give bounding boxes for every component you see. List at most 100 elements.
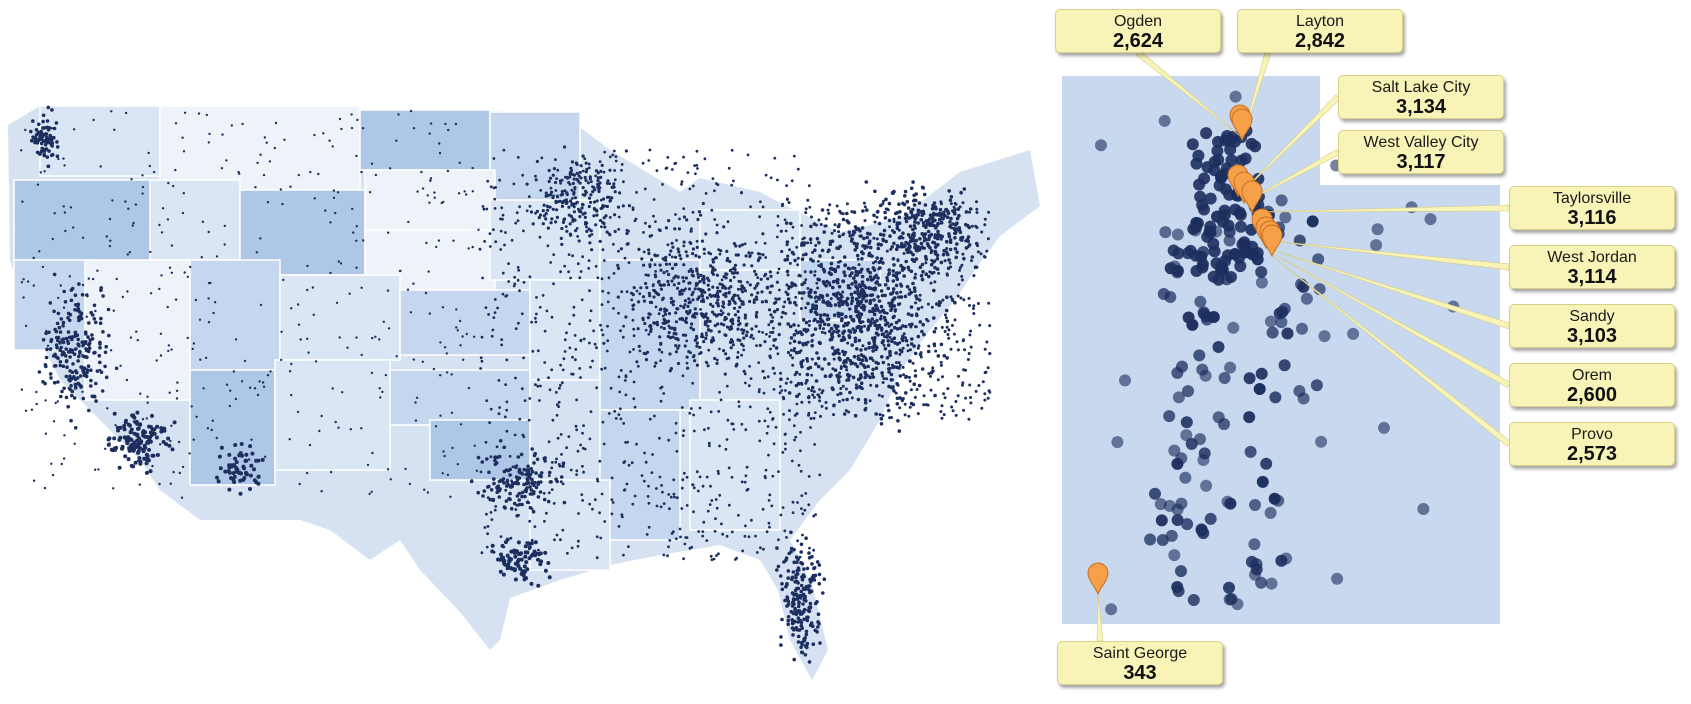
location-dot <box>740 243 745 247</box>
location-dot <box>517 502 522 507</box>
location-dot <box>601 248 605 252</box>
location-dot <box>669 367 674 371</box>
location-dot <box>41 139 46 143</box>
location-dot <box>808 546 811 550</box>
location-dot <box>599 323 602 327</box>
callout-ogden: Ogden 2,624 <box>1055 9 1221 53</box>
location-dot <box>673 495 676 499</box>
city-name: Sandy <box>1569 308 1615 325</box>
location-dot <box>197 112 201 115</box>
location-dot <box>955 221 959 225</box>
location-dot <box>624 149 629 153</box>
location-dot <box>118 425 123 430</box>
location-dot <box>56 338 60 343</box>
location-dot <box>531 349 535 353</box>
location-dot <box>811 303 815 307</box>
location-dot <box>907 414 911 418</box>
location-dot <box>689 241 693 245</box>
location-dot <box>775 546 779 550</box>
location-dot <box>704 312 708 316</box>
location-dot <box>816 259 820 263</box>
location-dot <box>109 349 113 352</box>
location-dot <box>830 332 835 336</box>
location-dot <box>828 242 833 246</box>
location-dot <box>850 271 854 275</box>
location-dot <box>724 276 728 280</box>
location-dot <box>822 357 827 361</box>
location-dot <box>573 186 577 190</box>
location-dot <box>786 615 791 619</box>
location-dot <box>928 223 932 227</box>
location-dot <box>765 286 770 290</box>
location-dot <box>665 269 669 273</box>
location-dot <box>792 154 796 158</box>
location-dot <box>675 286 680 290</box>
location-dot <box>885 278 890 283</box>
location-dot <box>555 195 560 199</box>
location-dot <box>98 321 103 326</box>
location-dot <box>679 304 682 308</box>
location-dot <box>759 200 762 204</box>
location-dot <box>856 397 861 402</box>
location-dot <box>711 272 716 276</box>
location-dot <box>112 487 115 490</box>
location-dot <box>175 389 179 392</box>
location-dot <box>792 339 797 344</box>
location-dot <box>560 189 564 194</box>
location-dot <box>579 270 583 273</box>
location-dot <box>680 486 684 490</box>
location-dot <box>560 242 564 246</box>
location-dot <box>1244 445 1257 458</box>
location-dot <box>59 317 64 321</box>
location-dot <box>320 414 323 418</box>
location-dot <box>600 303 604 306</box>
location-dot <box>89 378 93 383</box>
location-dot <box>857 312 862 316</box>
location-dot <box>856 377 861 382</box>
location-dot <box>84 347 88 351</box>
location-dot <box>873 275 877 279</box>
location-dot <box>329 271 332 275</box>
location-dot <box>242 476 247 480</box>
location-dot <box>755 310 759 315</box>
location-dot <box>642 351 646 355</box>
location-dot <box>717 472 720 475</box>
location-dot <box>916 221 920 225</box>
location-dot <box>747 251 751 255</box>
location-dot <box>848 273 852 278</box>
location-dot <box>943 313 947 317</box>
location-dot <box>949 216 953 221</box>
location-dot <box>887 370 891 374</box>
location-dot <box>852 210 857 214</box>
location-dot <box>844 315 848 319</box>
location-dot <box>536 583 541 588</box>
callout-salt-lake-city: Salt Lake City 3,134 <box>1338 75 1504 119</box>
location-dot <box>749 377 753 380</box>
location-dot <box>829 326 834 331</box>
location-dot <box>956 348 960 352</box>
location-dot <box>658 475 662 479</box>
location-dot <box>814 244 818 247</box>
location-dot <box>742 369 746 373</box>
location-dot <box>406 288 410 291</box>
location-dot <box>1194 295 1207 308</box>
location-dot <box>832 413 835 417</box>
location-dot <box>664 312 668 316</box>
location-dot <box>531 222 535 226</box>
location-dot <box>565 192 569 197</box>
location-dot <box>796 256 800 260</box>
location-dot <box>934 349 938 353</box>
location-dot <box>826 300 830 304</box>
location-dot <box>969 329 973 333</box>
location-dot <box>895 226 900 230</box>
location-dot <box>681 374 685 378</box>
location-dot <box>655 504 659 508</box>
location-dot <box>61 324 65 328</box>
location-dot <box>561 368 565 372</box>
location-dot <box>695 336 699 340</box>
location-dot <box>492 477 496 481</box>
location-dot <box>528 397 532 400</box>
location-dot <box>670 255 674 259</box>
location-dot <box>780 617 784 622</box>
location-dot <box>64 336 69 341</box>
